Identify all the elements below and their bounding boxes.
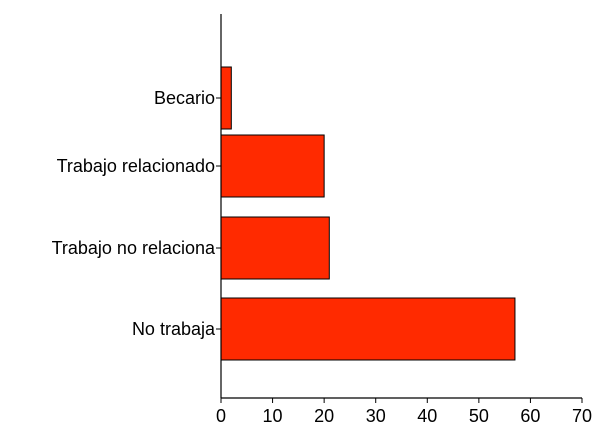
bar-4 bbox=[220, 297, 516, 361]
x-tick-label: 10 bbox=[263, 406, 283, 426]
x-tick-label: 70 bbox=[572, 406, 592, 426]
category-label: Trabajo no relaciona bbox=[52, 238, 216, 258]
bars-group bbox=[220, 66, 516, 361]
bar-2 bbox=[220, 134, 325, 198]
x-tick-label: 20 bbox=[314, 406, 334, 426]
x-tick-label: 50 bbox=[469, 406, 489, 426]
category-label: Trabajo relacionado bbox=[57, 156, 215, 176]
x-tick-label: 30 bbox=[366, 406, 386, 426]
x-tick-label: 60 bbox=[520, 406, 540, 426]
bar-1 bbox=[220, 66, 232, 130]
bar-3 bbox=[220, 216, 330, 280]
category-labels: Becario Trabajo relacionado Trabajo no rel… bbox=[52, 88, 221, 339]
category-label: Becario bbox=[154, 88, 215, 108]
x-tick-label: 40 bbox=[417, 406, 437, 426]
x-tick-label: 0 bbox=[216, 406, 226, 426]
x-axis-ticks: 0 10 20 30 40 50 60 70 bbox=[216, 398, 592, 426]
category-label: No trabaja bbox=[132, 319, 216, 339]
